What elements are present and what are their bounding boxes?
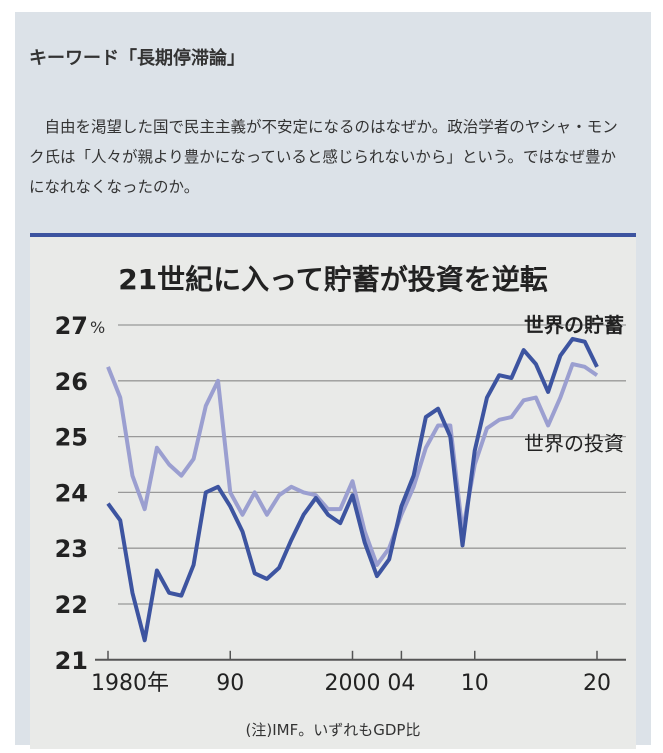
x-tick-label: 04 bbox=[387, 671, 415, 696]
heading: キーワード「長期停滞論」 bbox=[29, 44, 245, 70]
legend-label: 世界の貯蓄 bbox=[524, 313, 624, 337]
chart: 21世紀に入って貯蓄が投資を逆転 世界の投資 世界の貯蓄 21 22 23 24 25 26 2… bbox=[30, 233, 636, 749]
x-tick-label: 2000 bbox=[325, 671, 381, 696]
y-tick-label: 25 bbox=[55, 424, 88, 452]
chart-title: 21世紀に入って貯蓄が投資を逆転 bbox=[118, 263, 548, 296]
x-tick-label: 10 bbox=[461, 671, 489, 696]
x-tick-label: 1980年 bbox=[91, 671, 169, 696]
chart-svg: 21世紀に入って貯蓄が投資を逆転 世界の投資 世界の貯蓄 21 22 23 24 25 26 2… bbox=[30, 237, 636, 749]
legend-label: 世界の投資 bbox=[524, 432, 624, 456]
y-tick-label: 22 bbox=[55, 591, 88, 619]
x-tick-label: 20 bbox=[583, 671, 611, 696]
series-line-investment bbox=[108, 364, 597, 565]
y-tick-label: 26 bbox=[55, 368, 88, 396]
article-box: キーワード「長期停滞論」 自由を渇望した国で民主主義が不安定になるのはなぜか。政… bbox=[15, 12, 651, 745]
y-tick-label: 23 bbox=[55, 535, 88, 563]
paragraph: 自由を渇望した国で民主主義が不安定になるのはなぜか。政治学者のヤシャ・モンク氏は… bbox=[29, 112, 629, 202]
y-tick-label: 21 bbox=[55, 647, 88, 675]
chart-note: (注)IMF。いずれもGDP比 bbox=[246, 721, 421, 739]
y-tick-label: 27 bbox=[55, 312, 88, 340]
y-tick-label: 24 bbox=[55, 479, 88, 507]
x-tick-label: 90 bbox=[216, 671, 244, 696]
y-unit-label: % bbox=[90, 318, 105, 337]
